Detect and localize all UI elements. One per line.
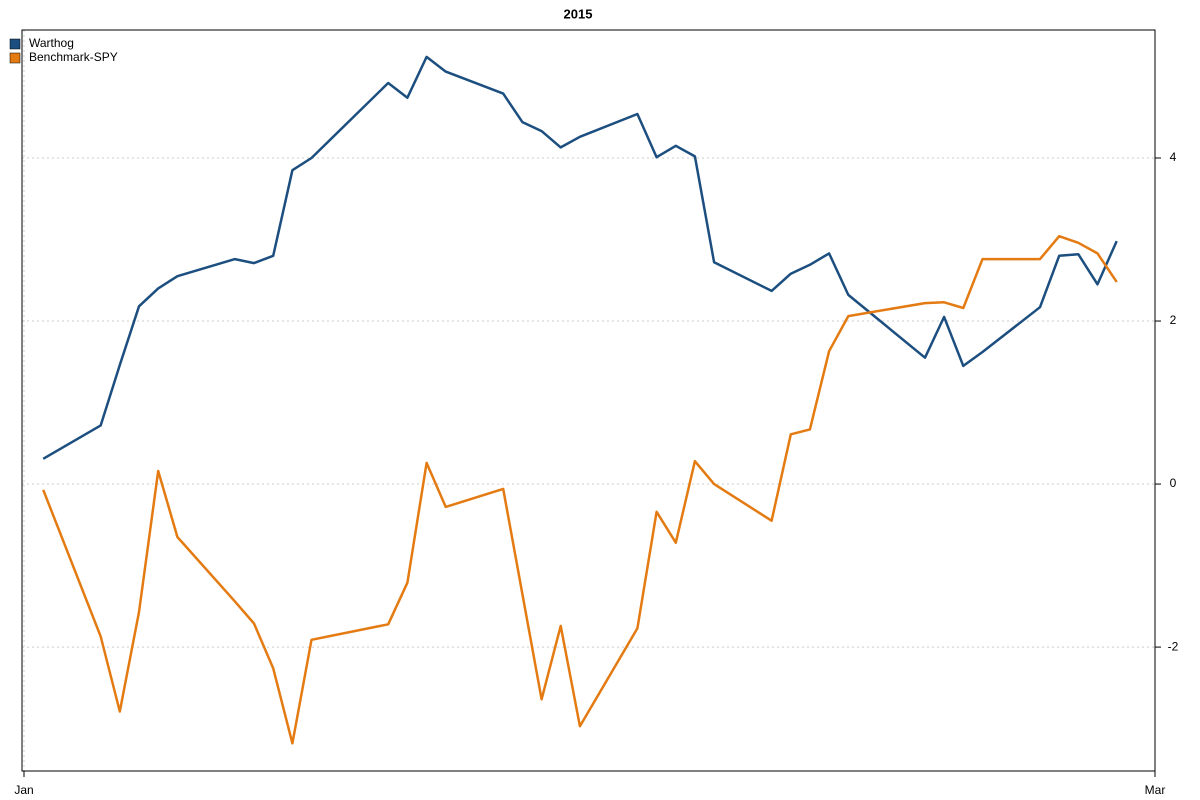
y-tick-label: 0 bbox=[1170, 476, 1177, 490]
y-tick-label: -2 bbox=[1168, 639, 1179, 653]
series-line bbox=[42, 234, 1118, 745]
chart-title: 2015 bbox=[564, 6, 593, 21]
series-line bbox=[42, 55, 1118, 460]
legend-swatch bbox=[9, 52, 21, 64]
y-tick-label: 2 bbox=[1170, 313, 1177, 327]
legend-swatch bbox=[9, 38, 21, 50]
legend-label: Benchmark-SPY bbox=[29, 50, 118, 64]
x-tick-label: Jan bbox=[14, 783, 33, 797]
x-tick-label: Mar bbox=[1145, 783, 1166, 797]
y-tick-label: 4 bbox=[1170, 150, 1177, 164]
plot-frame bbox=[21, 29, 1156, 772]
legend-label: Warthog bbox=[29, 36, 74, 50]
